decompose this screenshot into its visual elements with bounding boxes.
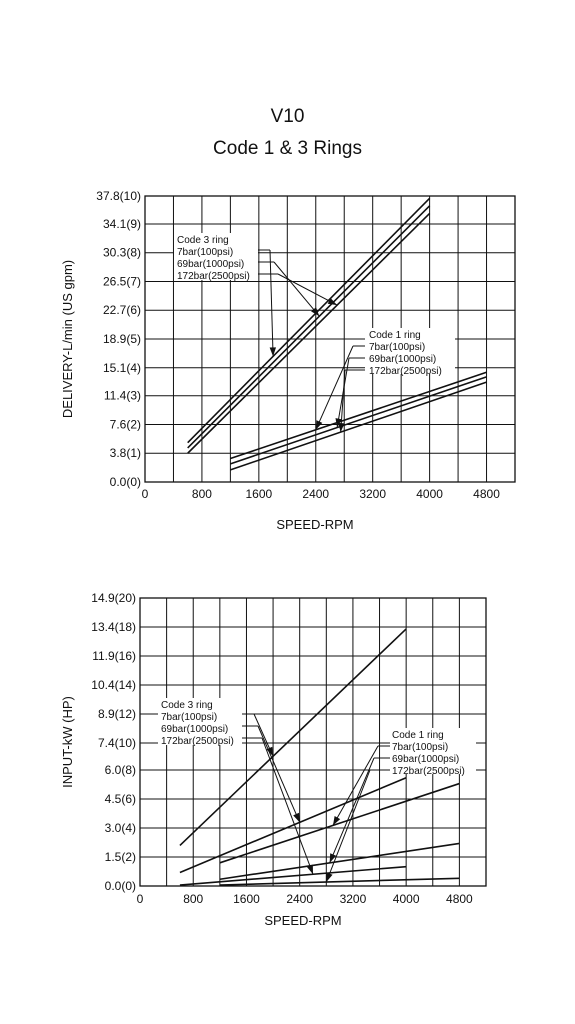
annotation-arrow-head bbox=[269, 347, 277, 357]
annotation-heading: Code 3 ring bbox=[177, 235, 229, 246]
x-tick-label: 4800 bbox=[446, 892, 473, 906]
annotation-arrow bbox=[325, 769, 371, 883]
x-tick-label: 800 bbox=[192, 487, 212, 501]
x-tick-label: 4000 bbox=[416, 487, 443, 501]
annotation-box bbox=[390, 728, 476, 774]
annotation-box bbox=[365, 328, 455, 374]
plot-frame bbox=[144, 195, 516, 483]
annotation-line: 172bar(2500psi) bbox=[161, 736, 234, 747]
series-line bbox=[179, 865, 407, 886]
annotation-heading: Code 3 ring bbox=[161, 700, 213, 711]
annotation-box bbox=[174, 233, 258, 280]
series-line bbox=[219, 842, 460, 881]
y-axis-label: INPUT-kW (HP) bbox=[60, 696, 75, 788]
y-tick-label: 30.3(8) bbox=[103, 246, 141, 260]
annotation-arrow-head bbox=[311, 307, 320, 317]
x-axis-label: SPEED-RPM bbox=[276, 517, 353, 532]
x-tick-label: 1600 bbox=[233, 892, 260, 906]
annotation-arrow-head bbox=[327, 298, 338, 306]
annotation-arrow-head bbox=[332, 815, 341, 826]
annotation-line: 69bar(1000psi) bbox=[161, 724, 228, 735]
annotation-arrow-head bbox=[335, 418, 342, 428]
y-tick-label: 14.9(20) bbox=[91, 591, 136, 605]
series-line bbox=[230, 381, 487, 471]
y-tick-label: 7.6(2) bbox=[110, 417, 141, 431]
series-line bbox=[187, 197, 431, 444]
annotation-line: 7bar(100psi) bbox=[369, 342, 425, 353]
annotation-line: 7bar(100psi) bbox=[392, 742, 448, 753]
y-tick-label: 18.9(5) bbox=[103, 332, 141, 346]
y-tick-label: 3.0(4) bbox=[105, 821, 136, 835]
annotation-arrow bbox=[277, 273, 338, 306]
annotation-line: 69bar(1000psi) bbox=[392, 754, 459, 765]
annotation-arrow bbox=[261, 737, 314, 875]
x-tick-label: 0 bbox=[142, 487, 149, 501]
annotation-line: 172bar(2500psi) bbox=[369, 366, 442, 377]
x-tick-label: 0 bbox=[137, 892, 144, 906]
series-line bbox=[230, 376, 487, 465]
x-tick-label: 4000 bbox=[393, 892, 420, 906]
annotation-arrow bbox=[340, 369, 346, 433]
y-tick-label: 26.5(7) bbox=[103, 274, 141, 288]
y-tick-label: 1.5(2) bbox=[105, 850, 136, 864]
x-tick-label: 3200 bbox=[340, 892, 367, 906]
annotation-heading: Code 1 ring bbox=[369, 330, 421, 341]
annotation-heading: Code 1 ring bbox=[392, 730, 444, 741]
annotation-line: 69bar(1000psi) bbox=[177, 259, 244, 270]
annotation-arrow bbox=[329, 757, 375, 864]
y-tick-label: 11.9(16) bbox=[92, 649, 136, 663]
chart-subtitle: Code 1 & 3 Rings bbox=[213, 138, 362, 159]
x-tick-label: 1600 bbox=[245, 487, 272, 501]
x-tick-label: 3200 bbox=[359, 487, 386, 501]
annotation-line: 69bar(1000psi) bbox=[369, 354, 436, 365]
annotation-arrow-head bbox=[315, 420, 323, 430]
annotation-line: 7bar(100psi) bbox=[161, 712, 217, 723]
annotation-arrow bbox=[257, 725, 301, 823]
annotation-arrow-head bbox=[326, 872, 333, 883]
y-tick-label: 34.1(9) bbox=[103, 217, 141, 231]
y-tick-label: 11.4(3) bbox=[104, 389, 141, 403]
x-tick-label: 4800 bbox=[473, 487, 500, 501]
y-tick-label: 13.4(18) bbox=[91, 620, 136, 634]
y-tick-label: 22.7(6) bbox=[103, 303, 141, 317]
y-tick-label: 3.8(1) bbox=[110, 446, 141, 460]
y-tick-label: 37.8(10) bbox=[96, 189, 141, 203]
chart-title: V10 bbox=[270, 106, 305, 127]
x-tick-label: 2400 bbox=[302, 487, 329, 501]
series-line bbox=[219, 782, 460, 864]
series-line bbox=[179, 777, 407, 874]
annotation-line: 172bar(2500psi) bbox=[177, 271, 250, 282]
y-axis-label: DELIVERY-L/min (US gpm) bbox=[60, 260, 75, 418]
annotation-line: 7bar(100psi) bbox=[177, 247, 233, 258]
series-line bbox=[187, 205, 431, 449]
annotation-arrow bbox=[273, 261, 320, 317]
annotation-box bbox=[158, 698, 242, 745]
annotation-arrow bbox=[332, 745, 379, 826]
series-line bbox=[187, 212, 431, 454]
series-line bbox=[230, 371, 487, 460]
x-axis-label: SPEED-RPM bbox=[264, 913, 341, 928]
x-tick-label: 800 bbox=[183, 892, 203, 906]
y-tick-label: 0.0(0) bbox=[105, 879, 136, 893]
y-tick-label: 15.1(4) bbox=[103, 361, 141, 375]
y-tick-label: 8.9(12) bbox=[98, 707, 136, 721]
annotation-line: 172bar(2500psi) bbox=[392, 766, 465, 777]
annotation-arrow bbox=[269, 249, 274, 357]
y-tick-label: 6.0(8) bbox=[105, 763, 136, 777]
x-tick-label: 2400 bbox=[286, 892, 313, 906]
annotation-arrow-head bbox=[329, 853, 337, 863]
y-tick-label: 0.0(0) bbox=[110, 475, 141, 489]
series-line bbox=[179, 628, 407, 846]
plot-frame bbox=[139, 597, 487, 887]
annotation-arrow-head bbox=[338, 422, 345, 433]
annotation-arrow-head bbox=[293, 812, 300, 823]
annotation-arrow bbox=[315, 345, 354, 430]
series-line bbox=[219, 877, 460, 886]
y-tick-label: 10.4(14) bbox=[91, 678, 136, 692]
annotation-arrow-head bbox=[306, 864, 313, 875]
y-tick-label: 4.5(6) bbox=[105, 792, 136, 806]
y-tick-label: 7.4(10) bbox=[98, 736, 136, 750]
